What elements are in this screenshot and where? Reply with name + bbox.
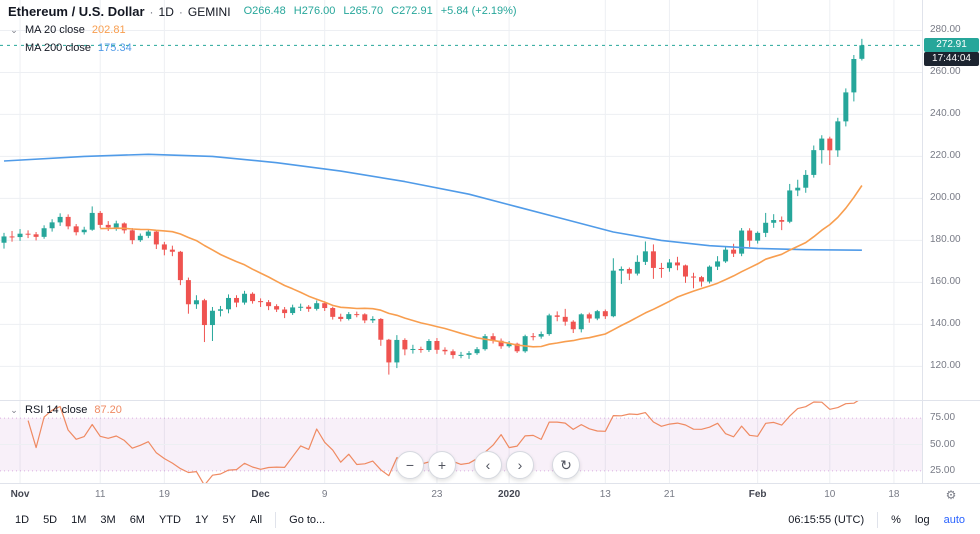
time-tick: 19 (158, 489, 170, 500)
range-button-3m[interactable]: 3M (93, 511, 122, 530)
high-value: H276.00 (293, 5, 336, 17)
price-tick: 280.00 (930, 24, 961, 36)
rsi-legend-row[interactable]: ⌄ RSI 14 close 87.20 (8, 405, 122, 416)
axis-settings-corner[interactable]: ⚙ (922, 484, 980, 506)
range-button-ytd[interactable]: YTD (152, 511, 188, 530)
time-tick: 11 (95, 489, 106, 500)
price-tick: 220.00 (930, 150, 961, 162)
scroll-right-button[interactable]: › (506, 451, 534, 479)
symbol-title[interactable]: Ethereum / U.S. Dollar (8, 4, 145, 19)
symbol-header[interactable]: Ethereum / U.S. Dollar · 1D · GEMINI O26… (8, 5, 517, 18)
goto-button[interactable]: Go to... (282, 511, 332, 530)
time-tick: 18 (888, 489, 900, 500)
time-tick: 10 (824, 489, 836, 500)
range-button-1y[interactable]: 1Y (188, 511, 215, 530)
rsi-value: 87.20 (94, 404, 122, 416)
last-price-badge: 272.91 (924, 38, 979, 53)
toolbar-divider (877, 512, 879, 528)
time-tick: Dec (251, 489, 270, 500)
price-tick: 180.00 (930, 234, 961, 246)
percent-scale-button[interactable]: % (884, 511, 908, 530)
time-axis[interactable]: Nov 11 19 Dec 9 23 2020 13 21 Feb 10 18 ⚙ (0, 483, 980, 506)
open-value: O266.48 (243, 5, 286, 17)
rsi-tick: 75.00 (930, 412, 956, 424)
price-tick: 200.00 (930, 192, 961, 204)
scroll-left-button[interactable]: ‹ (474, 451, 502, 479)
range-button-1d[interactable]: 1D (8, 511, 36, 530)
range-button-5d[interactable]: 5D (36, 511, 64, 530)
zoom-out-button[interactable]: − (396, 451, 424, 479)
separator-dot: · (149, 4, 154, 19)
range-button-6m[interactable]: 6M (123, 511, 152, 530)
price-tick: 140.00 (930, 318, 961, 330)
chart-legend: Ethereum / U.S. Dollar · 1D · GEMINI O26… (8, 5, 517, 54)
time-tick: 9 (321, 489, 328, 500)
chart-nav-controls: − + ‹ › ↻ (396, 451, 580, 479)
bar-countdown-badge: 17:44:04 (924, 52, 979, 67)
rsi-tick: 50.00 (930, 438, 956, 450)
auto-scale-button[interactable]: auto (937, 511, 972, 530)
exchange-label[interactable]: GEMINI (187, 4, 231, 19)
zoom-in-button[interactable]: + (428, 451, 456, 479)
time-tick: 21 (663, 489, 675, 500)
low-value: L265.70 (343, 5, 384, 17)
interval-label[interactable]: 1D (158, 4, 174, 19)
time-tick: Nov (10, 489, 30, 500)
chevron-down-icon[interactable]: ⌄ (10, 405, 18, 415)
time-tick: Feb (748, 489, 767, 500)
time-tick: 23 (431, 489, 443, 500)
gear-icon[interactable]: ⚙ (945, 488, 957, 502)
range-button-5y[interactable]: 5Y (215, 511, 242, 530)
toolbar-divider (275, 512, 277, 528)
close-value: C272.91 (391, 5, 433, 17)
separator-dot: · (178, 4, 183, 19)
ma200-legend-row[interactable]: MA 200 close 175.34 (25, 43, 517, 54)
rsi-label[interactable]: RSI 14 close (25, 404, 88, 416)
clock-button[interactable]: 06:15:55 (UTC) (781, 511, 871, 530)
candlestick-chart[interactable] (0, 0, 922, 400)
chevron-down-icon[interactable]: ⌄ (10, 25, 18, 35)
range-selector: 1D 5D 1M 3M 6M YTD 1Y 5Y All (8, 511, 269, 530)
price-tick: 240.00 (930, 108, 961, 120)
bottom-toolbar: 1D 5D 1M 3M 6M YTD 1Y 5Y All Go to... 06:15:55 (… (0, 505, 980, 534)
price-tick: 260.00 (930, 66, 961, 78)
ohlc-readout: O266.48 H276.00 L265.70 C272.91 +5.84 (+… (244, 6, 517, 17)
time-tick: 13 (599, 489, 611, 500)
price-tick: 160.00 (930, 276, 961, 288)
price-tick: 120.00 (930, 360, 961, 372)
main-price-pane[interactable]: Ethereum / U.S. Dollar · 1D · GEMINI O26… (0, 0, 922, 400)
rsi-pane[interactable]: ⌄ RSI 14 close 87.20 − + ‹ › ↻ (0, 401, 922, 483)
ma200-label[interactable]: MA 200 close (25, 42, 92, 54)
ma20-value: 202.81 (91, 24, 126, 36)
range-button-all[interactable]: All (243, 511, 269, 530)
ma20-legend-row[interactable]: ⌄ MA 20 close 202.81 (8, 25, 517, 36)
rsi-legend: ⌄ RSI 14 close 87.20 (8, 405, 122, 416)
time-axis-ticks: Nov 11 19 Dec 9 23 2020 13 21 Feb 10 18 (0, 484, 922, 506)
log-scale-button[interactable]: log (908, 511, 937, 530)
change-value: +5.84 (+2.19%) (440, 5, 517, 17)
price-axis[interactable]: 272.91 17:44:04 280.00 260.00 240.00 220.00… (922, 0, 980, 483)
range-button-1m[interactable]: 1M (64, 511, 93, 530)
reset-chart-button[interactable]: ↻ (552, 451, 580, 479)
ma20-label[interactable]: MA 20 close (25, 24, 85, 36)
pane-separator[interactable] (0, 400, 980, 401)
ma200-value: 175.34 (98, 42, 132, 54)
rsi-tick: 25.00 (930, 464, 956, 476)
time-tick: 2020 (497, 489, 521, 500)
